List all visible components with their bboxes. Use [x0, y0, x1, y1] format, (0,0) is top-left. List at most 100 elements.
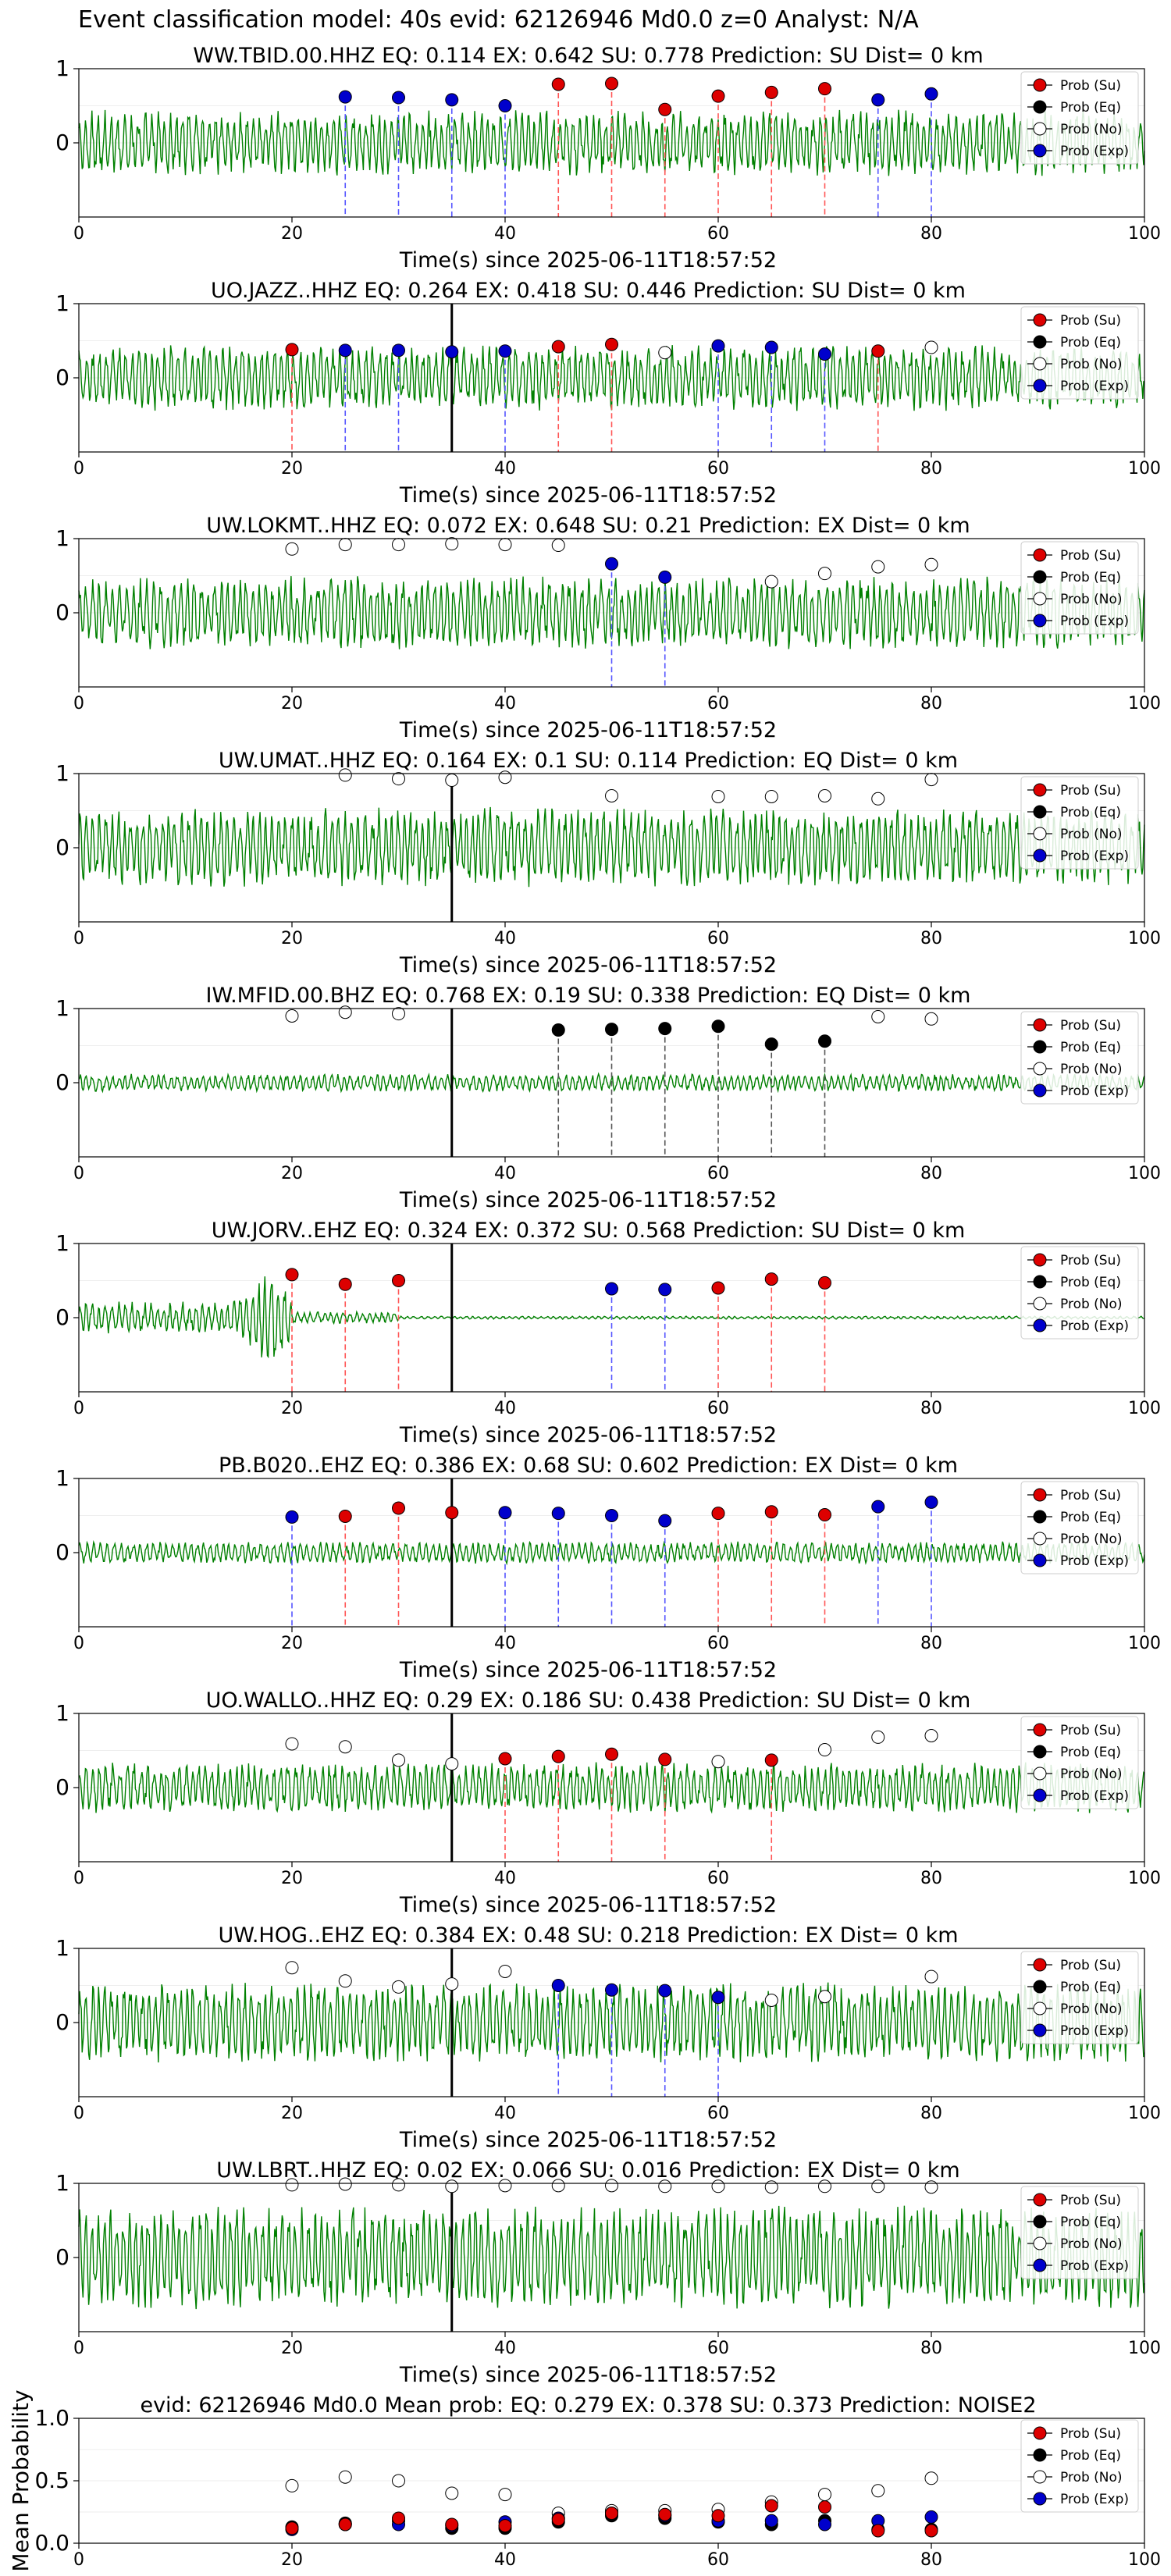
prob-point [551, 1749, 565, 1763]
x-tick-label: 20 [281, 1869, 303, 1888]
legend-marker [1033, 1018, 1047, 1032]
legend-marker [1033, 1510, 1047, 1524]
waveform-trace [78, 806, 1145, 888]
prob-point [285, 2178, 299, 2192]
x-tick-label: 0 [73, 1634, 84, 1653]
x-tick-label: 80 [920, 1399, 942, 1418]
y-tick-label: 0 [55, 1539, 69, 1565]
legend-marker [1033, 357, 1047, 371]
prob-point [551, 77, 565, 91]
mean-prob-point [285, 2521, 299, 2535]
prob-point [392, 538, 405, 552]
prob-point [338, 1509, 352, 1523]
prob-point [711, 339, 725, 353]
prob-point [924, 2180, 938, 2194]
x-tick-label: 40 [494, 1164, 516, 1183]
legend-label: Prob (No) [1060, 592, 1123, 607]
waveform-panel: WW.TBID.00.HHZ EQ: 0.114 EX: 0.642 SU: 0… [55, 44, 1161, 272]
waveform-trace [78, 345, 1145, 411]
y-tick-label: 1 [55, 1700, 69, 1726]
y-tick-label: 1 [55, 995, 69, 1021]
x-tick-label: 100 [1128, 1634, 1161, 1653]
legend-marker [1033, 1083, 1047, 1098]
x-axis-label: Time(s) since 2025-06-11T18:57:52 [399, 1188, 777, 1212]
mean-prob-point [871, 2524, 885, 2538]
x-tick-label: 20 [281, 1399, 303, 1418]
legend-label: Prob (Exp) [1060, 1788, 1129, 1804]
x-tick-label: 60 [707, 459, 729, 479]
prob-point [764, 1994, 778, 2007]
legend-box [1020, 1716, 1139, 1809]
prob-point [285, 343, 299, 357]
prob-point [392, 91, 405, 105]
prob-point [658, 346, 672, 360]
legend-label: Prob (Su) [1060, 313, 1121, 329]
legend-label: Prob (Exp) [1060, 1553, 1129, 1569]
prob-point [498, 1506, 512, 1520]
legend-box [1020, 1481, 1139, 1574]
legend-label: Prob (Exp) [1060, 849, 1129, 864]
x-tick-label: 0 [73, 694, 84, 713]
prob-point [818, 567, 831, 581]
x-tick-label: 100 [1128, 1164, 1161, 1183]
legend-label: Prob (No) [1060, 122, 1123, 137]
prob-point [658, 2179, 672, 2194]
prob-point [764, 85, 778, 99]
x-tick-label: 60 [707, 1399, 729, 1418]
prob-point [392, 1501, 405, 1515]
panel-title: UW.JORV..EHZ EQ: 0.324 EX: 0.372 SU: 0.5… [212, 1219, 966, 1243]
panel-title: IW.MFID.00.BHZ EQ: 0.768 EX: 0.19 SU: 0.… [206, 984, 971, 1008]
x-tick-label: 80 [920, 1869, 942, 1888]
prob-point [498, 1964, 512, 1978]
y-tick-label: 0 [55, 1304, 69, 1330]
prob-point [285, 1510, 299, 1524]
prob-point [764, 1753, 778, 1767]
prob-point [818, 789, 831, 802]
x-tick-label: 100 [1128, 2104, 1161, 2123]
prob-point [711, 89, 725, 103]
mean-prob-point [924, 2524, 938, 2538]
prob-point [871, 1730, 885, 1744]
prob-point [658, 1022, 672, 1036]
waveform-panel: UW.HOG..EHZ EQ: 0.384 EX: 0.48 SU: 0.218… [55, 1923, 1161, 2152]
prob-point [285, 1961, 299, 1975]
prob-point [818, 1276, 831, 1290]
prob-point [392, 1274, 405, 1287]
x-tick-label: 80 [920, 694, 942, 713]
prob-point [392, 772, 405, 786]
prob-point [871, 1009, 885, 1023]
y-tick-label: 0 [55, 834, 69, 860]
prob-point [285, 1268, 299, 1282]
waveform-panel: PB.B020..EHZ EQ: 0.386 EX: 0.68 SU: 0.60… [55, 1453, 1161, 1682]
prob-point [711, 1019, 725, 1034]
prob-point [338, 1740, 352, 1754]
legend-marker [1033, 783, 1047, 797]
prob-point [392, 1753, 405, 1767]
legend-label: Prob (Exp) [1060, 1318, 1129, 1334]
prob-point [498, 2179, 512, 2193]
prob-point [605, 557, 618, 571]
mean-prob-point [924, 2471, 938, 2485]
x-axis-label: Time(s) since 2025-06-11T18:57:52 [399, 248, 777, 272]
waveform-panel: UW.LOKMT..HHZ EQ: 0.072 EX: 0.648 SU: 0.… [55, 514, 1161, 742]
legend-marker [1033, 2426, 1047, 2440]
mean-prob-point [392, 2511, 405, 2525]
legend-marker [1033, 1958, 1047, 1972]
legend-marker [1033, 1297, 1047, 1311]
y-tick-label: 1.0 [34, 2405, 69, 2431]
mean-prob-point [338, 2517, 352, 2532]
x-tick-label: 40 [494, 1634, 516, 1653]
prob-point [871, 1500, 885, 1514]
legend-marker [1033, 144, 1047, 158]
x-axis-label: Time(s) since 2025-06-11T18:57:52 [399, 718, 777, 742]
prob-point [711, 1755, 725, 1769]
prob-point [764, 340, 778, 354]
legend-label: Prob (Eq) [1060, 1275, 1121, 1290]
legend-label: Prob (Eq) [1060, 100, 1121, 116]
waveform-trace [78, 1762, 1145, 1814]
legend-label: Prob (Exp) [1060, 379, 1129, 394]
legend-label: Prob (Eq) [1060, 570, 1121, 585]
legend-label: Prob (Eq) [1060, 805, 1121, 820]
x-tick-label: 20 [281, 459, 303, 479]
